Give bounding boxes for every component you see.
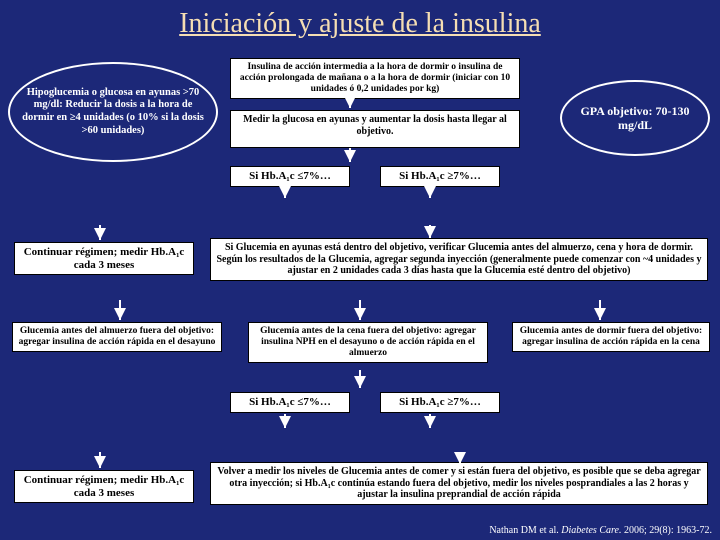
glucemia-main-text: Si Glucemia en ayunas está dentro del ob… [216, 242, 701, 276]
hba-ge7-1-text: Si Hb.A₁c ≥7%… [399, 170, 481, 182]
volver-text: Volver a medir los niveles de Glucemia a… [217, 466, 700, 500]
continue-1: Continuar régimen; medir Hb.A₁c cada 3 m… [14, 242, 194, 275]
hba-ge7-2: Si Hb.A₁c ≥7%… [380, 392, 500, 413]
volver-box: Volver a medir los niveles de Glucemia a… [210, 462, 708, 505]
hba-ge7-1: Si Hb.A₁c ≥7%… [380, 166, 500, 187]
continue-2-text: Continuar régimen; medir Hb.A₁c cada 3 m… [24, 474, 185, 499]
almuerzo-text: Glucemia antes del almuerzo fuera del ob… [19, 326, 216, 347]
hypo-ellipse: Hipoglucemia o glucosa en ayunas >70 mg/… [8, 62, 218, 162]
continue-2: Continuar régimen; medir Hb.A₁c cada 3 m… [14, 470, 194, 503]
citation-ref: 2006; 29(8): 1963-72. [624, 525, 712, 536]
measure-box-text: Medir la glucosa en ayunas y aumentar la… [243, 114, 507, 137]
citation-authors: Nathan DM et al. [489, 525, 558, 536]
dormir-box: Glucemia antes de dormir fuera del objet… [512, 322, 710, 352]
start-box: Insulina de acción intermedia a la hora … [230, 58, 520, 99]
dormir-text: Glucemia antes de dormir fuera del objet… [520, 326, 702, 347]
continue-1-text: Continuar régimen; medir Hb.A₁c cada 3 m… [24, 246, 185, 271]
start-box-text: Insulina de acción intermedia a la hora … [240, 62, 510, 94]
almuerzo-box: Glucemia antes del almuerzo fuera del ob… [12, 322, 222, 352]
hba-le7-1-text: Si Hb.A₁c ≤7%… [249, 170, 331, 182]
hypo-ellipse-text: Hipoglucemia o glucosa en ayunas >70 mg/… [20, 87, 206, 137]
hba-le7-2-text: Si Hb.A₁c ≤7%… [249, 396, 331, 408]
citation: Nathan DM et al. Diabetes Care. 2006; 29… [489, 525, 712, 536]
gpa-ellipse-text: GPA objetivo: 70-130 mg/dL [572, 104, 698, 133]
measure-box: Medir la glucosa en ayunas y aumentar la… [230, 110, 520, 148]
hba-ge7-2-text: Si Hb.A₁c ≥7%… [399, 396, 481, 408]
hba-le7-1: Si Hb.A₁c ≤7%… [230, 166, 350, 187]
page-title: Iniciación y ajuste de la insulina [0, 0, 720, 44]
cena-text: Glucemia antes de la cena fuera del obje… [260, 326, 476, 358]
gpa-ellipse: GPA objetivo: 70-130 mg/dL [560, 80, 710, 156]
citation-journal: Diabetes Care. [561, 525, 621, 536]
hba-le7-2: Si Hb.A₁c ≤7%… [230, 392, 350, 413]
glucemia-main: Si Glucemia en ayunas está dentro del ob… [210, 238, 708, 281]
cena-box: Glucemia antes de la cena fuera del obje… [248, 322, 488, 363]
